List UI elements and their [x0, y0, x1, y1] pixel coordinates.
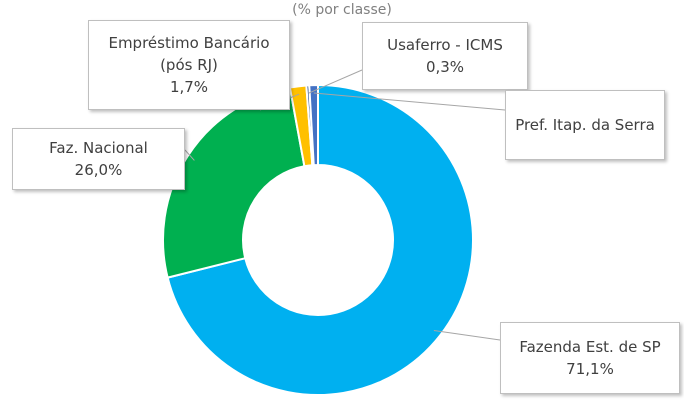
leader-line — [308, 69, 363, 94]
data-label: Pref. Itap. da Serra — [505, 90, 665, 160]
data-label: Empréstimo Bancário (pós RJ) 1,7% — [88, 20, 290, 110]
label-category: Pref. Itap. da Serra — [515, 116, 655, 134]
leader-line — [433, 329, 501, 341]
label-category: Empréstimo Bancário (pós RJ) — [108, 34, 270, 74]
data-label: Usaferro - ICMS 0,3% — [362, 22, 528, 90]
leader-line — [313, 92, 506, 111]
label-category: Faz. Nacional — [49, 139, 148, 157]
label-category: Fazenda Est. de SP — [519, 338, 661, 356]
leader-line — [184, 149, 195, 161]
label-value: 0,3% — [425, 58, 465, 76]
slice — [308, 83, 319, 167]
slice — [166, 83, 474, 396]
chart-subtitle: (% por classe) — [292, 2, 392, 18]
label-value: 1,7% — [169, 78, 209, 96]
data-label: Fazenda Est. de SP 71,1% — [500, 322, 680, 394]
data-label: Faz. Nacional 26,0% — [12, 128, 185, 190]
label-value: 26,0% — [74, 161, 123, 179]
label-category: Usaferro - ICMS — [387, 36, 503, 54]
label-value: 71,1% — [566, 360, 614, 378]
